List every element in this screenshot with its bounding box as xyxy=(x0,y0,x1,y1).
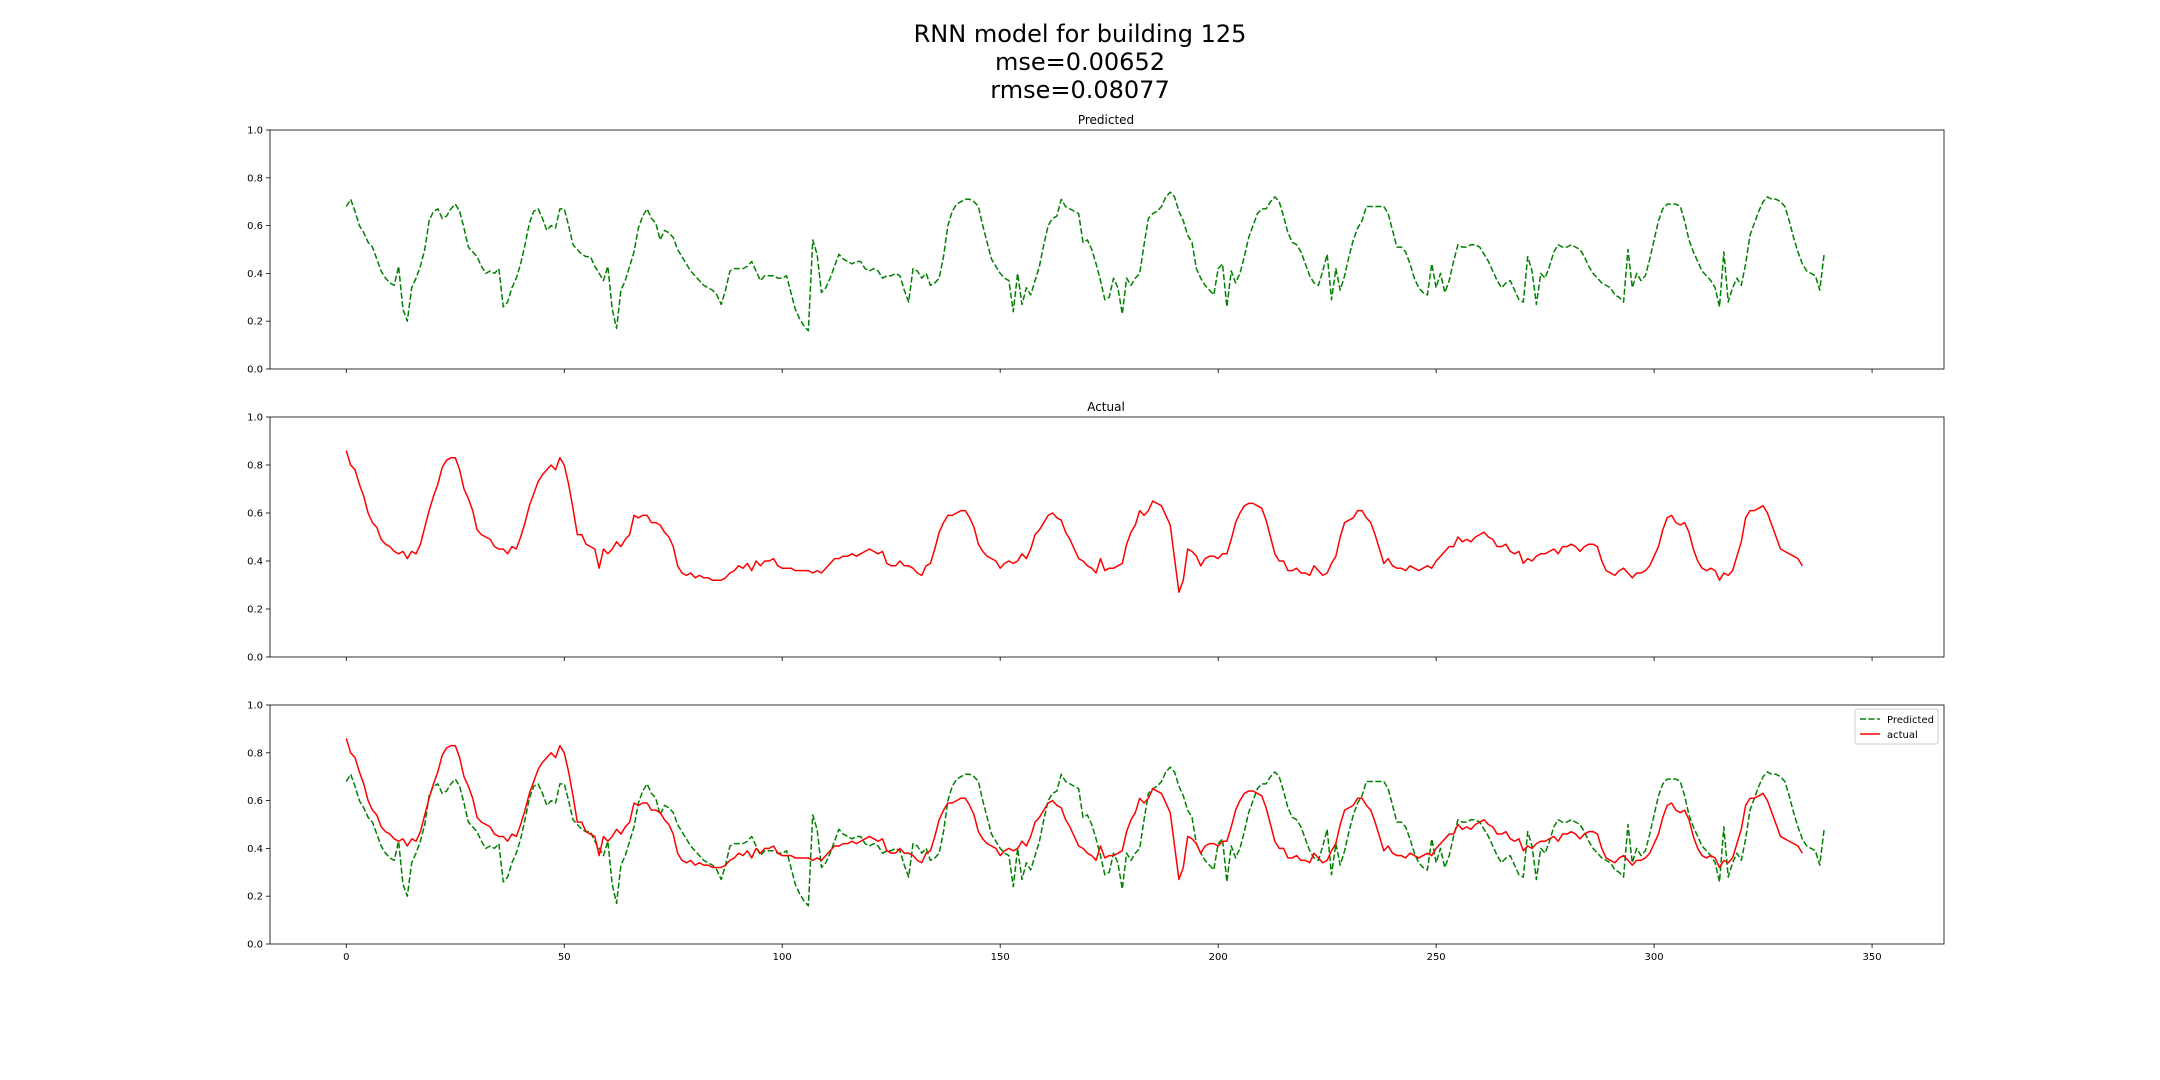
legend-label-predicted: Predicted xyxy=(1887,715,1934,726)
y-tick-label: 0.0 xyxy=(247,653,263,664)
y-tick-label: 0.2 xyxy=(247,317,263,328)
y-tick-label: 0.6 xyxy=(247,796,263,807)
legend-label-actual: actual xyxy=(1887,730,1918,741)
suptitle-line-3: rmse=0.08077 xyxy=(990,76,1169,104)
y-tick-label: 0.0 xyxy=(247,365,263,376)
y-tick-label: 1.0 xyxy=(247,701,263,712)
legend-frame xyxy=(1854,708,1939,745)
y-tick-label: 0.6 xyxy=(247,509,263,520)
y-tick-label: 0.8 xyxy=(247,748,263,759)
x-tick-label: 100 xyxy=(773,952,792,963)
subplot-overlay: 0.00.20.40.60.81.00 50 100 150 200 250 300 350 … xyxy=(247,701,1945,963)
x-tick-label: 50 xyxy=(558,952,571,963)
series-line-predicted xyxy=(345,766,1825,907)
series-line-actual xyxy=(345,450,1803,593)
subplot-actual: Actual 0.0 0.2 0.4 0.6 0.8 1.0 xyxy=(247,400,1945,664)
x-tick-label: 250 xyxy=(1427,952,1446,963)
series-line-actual xyxy=(345,738,1803,881)
plot-area-predicted: 0.0 0.2 0.4 0.6 0.8 1.0 xyxy=(247,126,1945,376)
axes-frame xyxy=(269,704,1945,945)
plot-area-overlay: 0.0 0.2 0.4 0.6 0.8 1.0 0 50 100 150 200 250 300 350 xyxy=(247,701,1945,963)
suptitle-line-1: RNN model for building 125 xyxy=(914,20,1247,48)
suptitle: RNN model for building 125 mse=0.00652 r… xyxy=(914,20,1247,104)
x-tick-label: 0 xyxy=(343,952,349,963)
y-tick-label: 1.0 xyxy=(247,126,263,137)
legend: Predicted actual xyxy=(1854,708,1939,745)
y-tick-label: 0.4 xyxy=(247,844,263,855)
suptitle-line-2: mse=0.00652 xyxy=(995,48,1165,76)
x-tick-label: 150 xyxy=(991,952,1010,963)
x-tick-label: 350 xyxy=(1863,952,1882,963)
y-tick-label: 1.0 xyxy=(247,413,263,424)
axes-frame xyxy=(269,416,1945,658)
y-tick-label: 0.4 xyxy=(247,557,263,568)
y-tick-label: 0.2 xyxy=(247,605,263,616)
y-tick-label: 0.0 xyxy=(247,940,263,951)
subplot-title-predicted: Predicted xyxy=(1078,113,1134,127)
y-tick-label: 0.6 xyxy=(247,221,263,232)
subplot-title-actual: Actual xyxy=(1087,400,1125,414)
axes-frame xyxy=(269,129,1945,370)
plot-area-actual: 0.0 0.2 0.4 0.6 0.8 1.0 xyxy=(247,413,1945,664)
y-tick-label: 0.8 xyxy=(247,461,263,472)
y-tick-label: 0.4 xyxy=(247,269,263,280)
y-tick-label: 0.2 xyxy=(247,892,263,903)
subplot-predicted: Predicted 0.0 0.2 0.4 0.6 0.8 1.0 xyxy=(247,113,1945,376)
y-tick-label: 0.8 xyxy=(247,173,263,184)
x-tick-label: 200 xyxy=(1209,952,1228,963)
series-line-predicted xyxy=(345,191,1825,332)
x-tick-label: 300 xyxy=(1645,952,1664,963)
